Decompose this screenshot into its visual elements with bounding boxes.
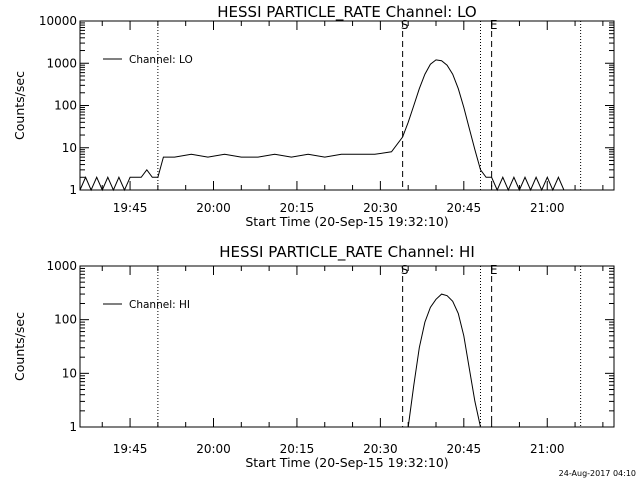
lo-y-tick-label: 10 [62,141,77,155]
lo-marker-label-e: E [490,18,498,32]
lo-x-tick-label: 20:15 [280,201,315,215]
hi-chart-title: HESSI PARTICLE_RATE Channel: HI [219,243,475,262]
lo-y-tick-label: 10000 [39,14,77,28]
lo-y-tick-label: 100 [54,99,77,113]
hi-x-axis-title: Start Time (20-Sep-15 19:32:10) [245,455,448,470]
lo-legend-label: Channel: LO [129,54,193,66]
lo-series-line [79,59,565,192]
hi-y-axis-title: Counts/sec [12,312,27,381]
hi-y-tick-label: 100 [54,313,77,327]
lo-y-tick-label: 1 [69,183,77,197]
lo-x-tick-label: 20:30 [363,201,398,215]
lo-x-tick-label: 20:00 [196,201,231,215]
hi-y-tick-label: 1 [69,420,77,434]
lo-marker-label-s: S [401,18,409,32]
hi-plot-frame [79,265,615,428]
hi-y-tick-label: 10 [62,366,77,380]
lo-x-axis-title: Start Time (20-Sep-15 19:32:10) [245,214,448,229]
hi-x-tick-label: 20:15 [280,442,315,456]
hi-marker-label-e: E [490,263,498,277]
hi-x-tick-label: 21:00 [530,442,565,456]
hi-legend-label: Channel: HI [129,299,190,311]
hi-x-tick-label: 20:30 [363,442,398,456]
lo-chart-title: HESSI PARTICLE_RATE Channel: LO [217,3,476,22]
lo-x-tick-label: 21:00 [530,201,565,215]
lo-plot-frame [79,20,615,191]
lo-y-axis-title: Counts/sec [12,71,27,140]
lo-y-tick-label: 1000 [46,56,77,70]
hi-x-tick-label: 19:45 [113,442,148,456]
lo-x-tick-label: 19:45 [113,201,148,215]
hi-x-tick-label: 20:45 [447,442,482,456]
hi-series-line [407,293,481,428]
hi-y-tick-label: 1000 [46,259,77,273]
hi-x-tick-label: 20:00 [196,442,231,456]
lo-x-tick-label: 20:45 [447,201,482,215]
hi-marker-label-s: S [401,263,409,277]
